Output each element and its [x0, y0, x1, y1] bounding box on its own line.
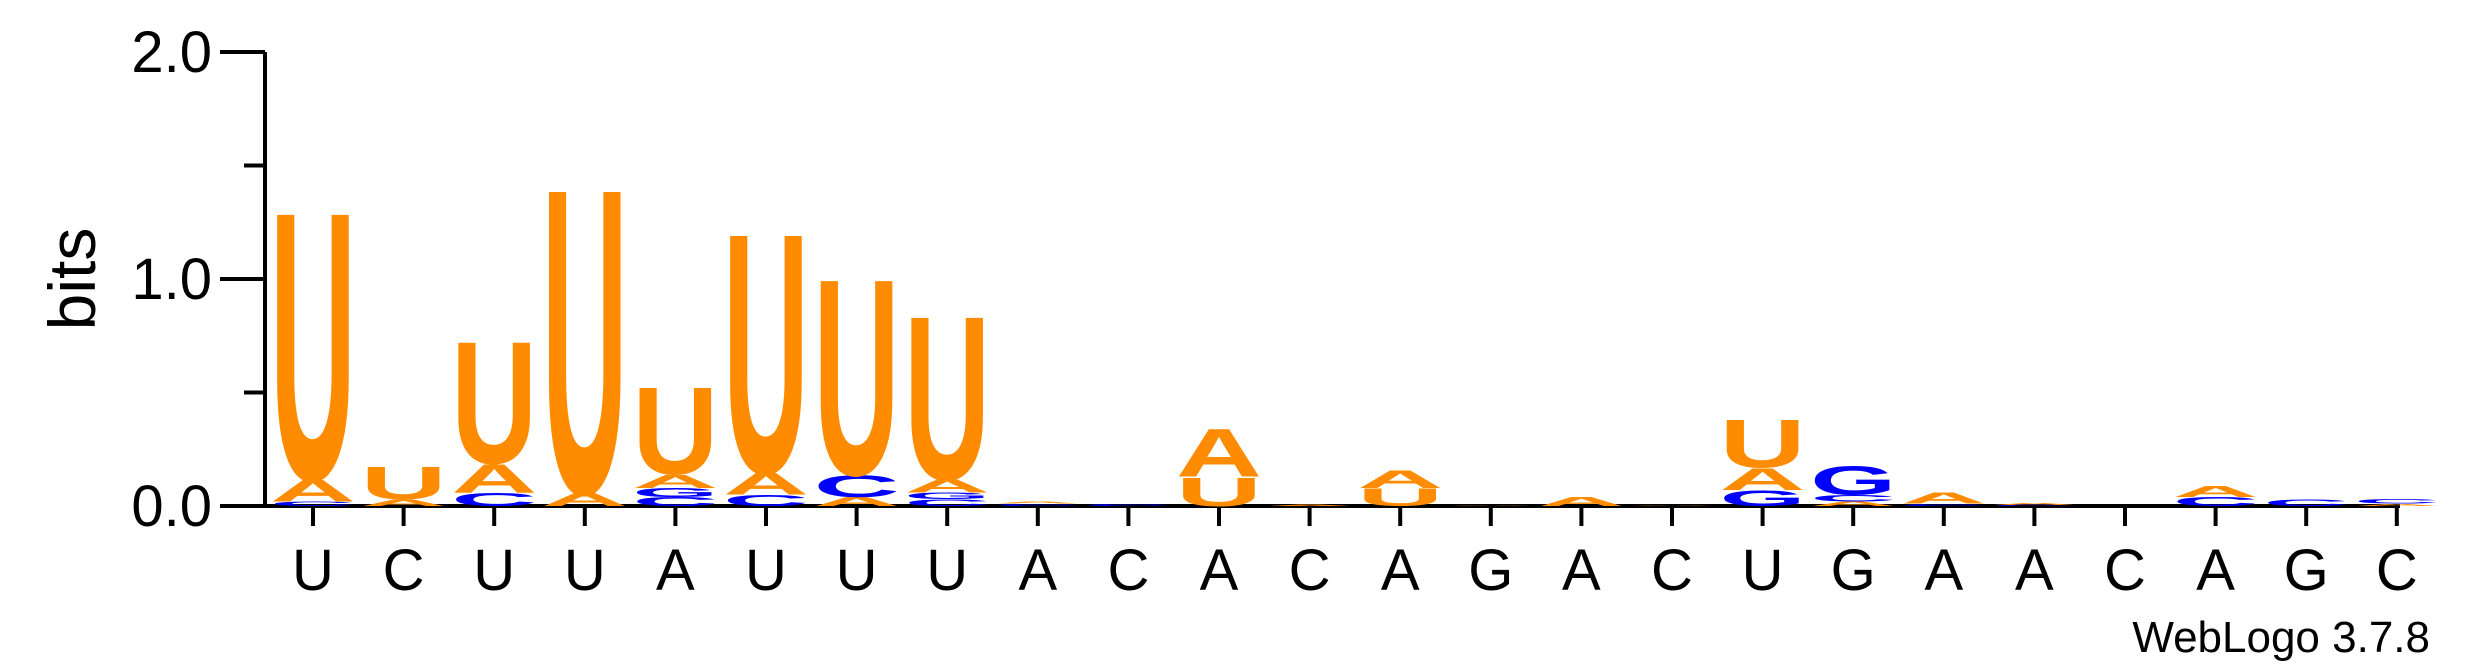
x-tick-label: U: [292, 538, 334, 603]
x-tick-label: A: [1018, 538, 1057, 603]
logo-letter-A: A: [1720, 462, 1806, 497]
logo-letter-A: A: [814, 495, 900, 509]
logo-letter-C: C: [270, 500, 356, 507]
logo-letter-C: C: [2354, 498, 2440, 505]
logo-letter-U: U: [904, 268, 990, 529]
logo-letter-A: A: [1810, 500, 1896, 507]
x-tick-label: A: [1200, 538, 1239, 603]
logo-letter-C: C: [1810, 493, 1896, 503]
logo-letter-A: A: [2354, 503, 2440, 506]
logo-letter-A: A: [451, 455, 537, 501]
y-tick-label-1: 1.0: [131, 247, 212, 312]
logo-letter-A: A: [2173, 483, 2259, 500]
y-axis: 2.0 1.0 0.0 bits: [35, 20, 267, 539]
x-tick-label: C: [2376, 538, 2418, 603]
logo-letter-A: A: [361, 498, 447, 508]
x-tick-label: A: [1924, 538, 1963, 603]
logo-letter-U: U: [1176, 469, 1262, 515]
x-tick-label: A: [656, 538, 695, 603]
logo-letter-G: G: [904, 491, 990, 501]
x-tick-label: U: [473, 538, 515, 603]
logo-letter-A: A: [1267, 505, 1353, 507]
logo-letter-U: U: [723, 163, 809, 545]
x-tick-label: U: [836, 538, 878, 603]
logo-letter-A: A: [270, 474, 356, 509]
logo-letter-A: A: [995, 501, 1081, 504]
x-tick-label: G: [1468, 538, 1513, 603]
logo-letter-G: G: [1810, 458, 1896, 503]
y-tick-label-0: 0.0: [131, 474, 212, 539]
logo-letter-U: U: [542, 97, 628, 585]
x-tick-label: G: [2284, 538, 2329, 603]
logo-letter-U: U: [451, 305, 537, 500]
logo-letter-U: U: [361, 457, 447, 509]
logo-letter-C: C: [1085, 503, 1171, 506]
logo-letter-A: A: [1901, 490, 1987, 507]
logo-letter-C: C: [632, 495, 718, 509]
x-tick-label: A: [1381, 538, 1420, 603]
logo-letter-A: A: [542, 489, 628, 510]
x-tick-label: U: [926, 538, 968, 603]
logo-letter-U: U: [1720, 405, 1806, 482]
logo-letter-A: A: [1538, 495, 1624, 509]
logo-letter-C: C: [723, 492, 809, 509]
x-tick-label: G: [1831, 538, 1876, 603]
y-axis-label: bits: [35, 228, 109, 331]
weblogo-credit: WebLogo 3.7.8: [2132, 613, 2430, 662]
logo-letter-C: C: [1991, 505, 2077, 507]
logo-letter-A: A: [723, 467, 809, 502]
logo-letter-A: A: [632, 471, 718, 492]
x-tick-label: U: [564, 538, 606, 603]
logo-letter-C: C: [814, 469, 900, 504]
x-tick-label: A: [1562, 538, 1601, 603]
x-tick-label: C: [1107, 538, 1149, 603]
logo-letter-C: C: [1901, 503, 1987, 506]
x-tick-label: A: [2015, 538, 2054, 603]
logo-letter-C: C: [451, 489, 537, 510]
x-tick-label: C: [383, 538, 425, 603]
logo-letter-G: G: [632, 486, 718, 500]
logo-letter-U: U: [814, 220, 900, 534]
logo-letter-C: C: [2173, 495, 2259, 509]
logo-letter-A: A: [1991, 502, 2077, 505]
logo-letter-C: C: [904, 498, 990, 508]
logo-letter-G: G: [1720, 486, 1806, 510]
logo-letter-A: A: [1357, 466, 1443, 494]
logo-letter-A: A: [1448, 505, 1534, 506]
logo-letter-A: A: [904, 476, 990, 497]
logo-letter-A: A: [1176, 414, 1262, 491]
x-tick-label: U: [1742, 538, 1784, 603]
logo-letter-C: C: [995, 503, 1081, 506]
x-tick-label: C: [2104, 538, 2146, 603]
x-tick-label: C: [1651, 538, 1693, 603]
logo-letter-A: A: [1629, 505, 1715, 506]
logo-letter-C: C: [2263, 498, 2349, 508]
logo-letter-U: U: [1357, 484, 1443, 512]
x-tick-label: U: [745, 538, 787, 603]
y-tick-label-2: 2.0: [131, 20, 212, 85]
x-tick-label: C: [1289, 538, 1331, 603]
x-tick-label: A: [2196, 538, 2235, 603]
logo-letter-U: U: [632, 362, 718, 501]
logo-letter-U: U: [270, 133, 356, 561]
